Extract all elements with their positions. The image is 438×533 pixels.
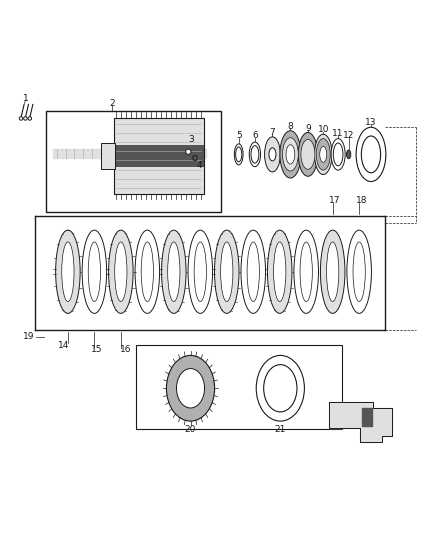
Ellipse shape	[109, 230, 133, 313]
Bar	[114, 118, 204, 194]
Ellipse shape	[186, 149, 191, 155]
Bar	[114, 145, 204, 167]
Ellipse shape	[256, 356, 304, 421]
Ellipse shape	[320, 147, 327, 162]
Ellipse shape	[294, 230, 318, 313]
Ellipse shape	[301, 140, 315, 169]
Ellipse shape	[56, 230, 80, 313]
Text: 19: 19	[23, 332, 34, 341]
Ellipse shape	[353, 242, 365, 302]
Ellipse shape	[241, 230, 265, 313]
Ellipse shape	[321, 230, 345, 313]
Text: 12: 12	[343, 131, 354, 140]
Bar	[136, 345, 342, 429]
Ellipse shape	[62, 242, 74, 302]
Ellipse shape	[286, 145, 295, 164]
Text: 15: 15	[91, 345, 102, 354]
Ellipse shape	[215, 230, 239, 313]
Ellipse shape	[177, 368, 205, 408]
Ellipse shape	[316, 139, 330, 170]
Ellipse shape	[234, 144, 243, 165]
Ellipse shape	[298, 133, 318, 176]
Bar	[35, 216, 385, 330]
Ellipse shape	[327, 242, 339, 302]
Text: 11: 11	[332, 129, 344, 138]
Ellipse shape	[194, 242, 206, 302]
Ellipse shape	[82, 230, 106, 313]
Ellipse shape	[285, 143, 296, 165]
Ellipse shape	[320, 147, 327, 162]
Ellipse shape	[347, 230, 371, 313]
Polygon shape	[328, 402, 392, 442]
Text: 5: 5	[236, 132, 242, 141]
Ellipse shape	[331, 139, 345, 170]
Ellipse shape	[265, 137, 280, 172]
Ellipse shape	[300, 242, 312, 302]
Ellipse shape	[88, 242, 100, 302]
Ellipse shape	[221, 242, 233, 302]
Ellipse shape	[28, 117, 32, 120]
Ellipse shape	[264, 365, 297, 412]
Text: 9: 9	[305, 124, 311, 133]
Text: 20: 20	[185, 425, 196, 434]
Ellipse shape	[283, 138, 298, 171]
Ellipse shape	[24, 117, 27, 120]
Ellipse shape	[247, 242, 259, 302]
Text: 14: 14	[58, 341, 69, 350]
Text: 13: 13	[365, 118, 377, 127]
Text: 1: 1	[22, 94, 28, 103]
Polygon shape	[361, 408, 372, 426]
Ellipse shape	[269, 148, 276, 161]
Ellipse shape	[314, 134, 332, 174]
Bar	[46, 111, 221, 212]
Ellipse shape	[168, 242, 180, 302]
Text: 21: 21	[275, 425, 286, 434]
Ellipse shape	[280, 131, 301, 178]
Text: 16: 16	[120, 345, 131, 354]
Ellipse shape	[193, 155, 197, 160]
Ellipse shape	[333, 143, 343, 166]
Ellipse shape	[141, 242, 153, 302]
Ellipse shape	[249, 142, 261, 167]
Text: 17: 17	[329, 196, 341, 205]
Ellipse shape	[19, 117, 23, 120]
Ellipse shape	[115, 242, 127, 302]
Ellipse shape	[268, 230, 292, 313]
Bar	[101, 143, 115, 169]
Ellipse shape	[251, 146, 259, 163]
Ellipse shape	[236, 147, 242, 162]
Ellipse shape	[361, 136, 381, 173]
Text: 7: 7	[269, 128, 276, 137]
Text: 4: 4	[197, 161, 202, 170]
Text: 10: 10	[318, 125, 329, 134]
Text: 6: 6	[252, 132, 258, 141]
Ellipse shape	[346, 150, 351, 159]
Ellipse shape	[188, 230, 212, 313]
Ellipse shape	[162, 230, 186, 313]
Ellipse shape	[356, 127, 386, 182]
Text: 3: 3	[188, 135, 194, 144]
Ellipse shape	[304, 145, 312, 164]
Text: 8: 8	[287, 122, 293, 131]
Ellipse shape	[166, 356, 215, 421]
Ellipse shape	[135, 230, 159, 313]
Text: 2: 2	[109, 99, 114, 108]
Ellipse shape	[274, 242, 286, 302]
Text: 18: 18	[356, 196, 367, 205]
